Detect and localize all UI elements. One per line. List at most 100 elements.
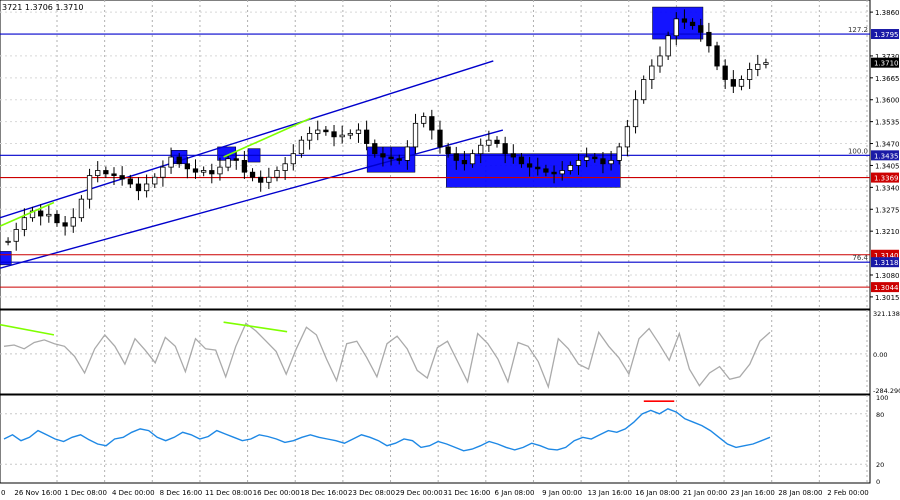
candle-body bbox=[445, 146, 451, 155]
candle-body bbox=[722, 65, 728, 80]
candle-body bbox=[298, 139, 305, 155]
candle-body bbox=[355, 129, 362, 134]
candle-body bbox=[119, 175, 125, 180]
level-price-badge bbox=[871, 249, 899, 260]
candle-body bbox=[184, 163, 190, 170]
time-tick-label: 4 Dec 00:00 bbox=[112, 489, 155, 497]
candle-body bbox=[5, 240, 11, 243]
candle-body bbox=[746, 69, 753, 80]
time-tick-label: 31 Dec 16:00 bbox=[443, 489, 490, 497]
candle-body bbox=[258, 176, 264, 183]
time-tick-label: 16 Jan 08:00 bbox=[635, 489, 679, 497]
candle-body bbox=[127, 178, 133, 185]
time-tick-label-stub: 0 bbox=[1, 489, 5, 497]
candle-body bbox=[21, 217, 28, 230]
level-price-badge bbox=[871, 172, 899, 183]
candle-body bbox=[641, 79, 647, 101]
level-price-badge-text: 1.3044 bbox=[874, 284, 899, 292]
level-price-badge bbox=[871, 257, 899, 268]
level-price-badge bbox=[871, 29, 899, 40]
zone-box bbox=[0, 251, 12, 266]
candle-body bbox=[363, 129, 370, 144]
level-price-badge-text: 1.3795 bbox=[874, 31, 899, 39]
candle-body bbox=[706, 31, 712, 47]
candle-body bbox=[143, 183, 150, 192]
level-price-badge-text: 1.3710 bbox=[874, 60, 899, 68]
rsi-tick-label: 20 bbox=[876, 461, 884, 469]
candle-body bbox=[412, 122, 419, 148]
candle-body bbox=[543, 168, 549, 173]
candle-body bbox=[510, 153, 516, 158]
ohlc-header: 3721 1.3706 1.3710 bbox=[2, 3, 83, 12]
candle-body bbox=[46, 213, 52, 217]
candle-body bbox=[217, 166, 223, 175]
cci-tick-label: -284.290 bbox=[873, 387, 900, 395]
candle-body bbox=[461, 159, 468, 165]
candle-body bbox=[763, 62, 769, 65]
level-label: 100.0 bbox=[848, 147, 868, 155]
candle-body bbox=[689, 21, 696, 26]
time-tick-label: 1 Dec 08:00 bbox=[64, 489, 107, 497]
candle-body bbox=[673, 18, 679, 37]
candle-body bbox=[274, 170, 280, 178]
candle-body bbox=[372, 143, 378, 155]
candle-body bbox=[388, 156, 394, 160]
price-tick-label: 1.3860 bbox=[875, 9, 900, 17]
time-tick-label: 18 Dec 16:00 bbox=[300, 489, 347, 497]
rsi-tick-label: 80 bbox=[876, 411, 884, 419]
level-price-badge-text: 1.3435 bbox=[874, 152, 899, 160]
candle-body bbox=[339, 134, 345, 138]
level-label: 76.4 bbox=[852, 254, 868, 262]
cci-tick-label: 0.00 bbox=[873, 351, 887, 359]
candle-body bbox=[404, 146, 411, 161]
candle-body bbox=[78, 198, 85, 219]
cci-panel-border bbox=[0, 309, 871, 395]
candle-body bbox=[249, 171, 256, 178]
level-price-badge bbox=[871, 150, 899, 161]
rsi-tick-label: 100 bbox=[876, 394, 888, 402]
vertical-grid bbox=[56, 0, 868, 483]
candle-body bbox=[698, 25, 704, 33]
cci-panel bbox=[0, 321, 870, 390]
time-tick-label: 26 Nov 16:00 bbox=[14, 489, 61, 497]
price-tick-label: 1.3340 bbox=[875, 184, 900, 192]
channel-upper-line bbox=[0, 60, 494, 219]
candle-body bbox=[347, 133, 353, 136]
candle-body bbox=[526, 163, 533, 168]
candle-body bbox=[535, 166, 541, 170]
candle-body bbox=[518, 156, 525, 165]
candle-body bbox=[421, 116, 427, 124]
price-tick-label: 1.3730 bbox=[875, 53, 900, 61]
candle-body bbox=[290, 153, 296, 165]
time-tick-label: 23 Dec 08:00 bbox=[348, 489, 395, 497]
candle-body bbox=[95, 170, 101, 176]
zone-box bbox=[446, 153, 621, 188]
rsi-panel-border bbox=[0, 394, 871, 484]
candle-body bbox=[755, 63, 761, 70]
price-tick-label: 1.3275 bbox=[875, 206, 900, 214]
candle-body bbox=[103, 170, 109, 175]
candle-body bbox=[551, 171, 557, 175]
candle-body bbox=[469, 153, 476, 165]
time-tick-label: 6 Jan 08:00 bbox=[495, 489, 535, 497]
candle-body bbox=[29, 210, 36, 219]
candle-body bbox=[486, 139, 492, 146]
time-tick-label: 9 Jan 00:00 bbox=[542, 489, 582, 497]
candle-body bbox=[738, 79, 745, 87]
candle-body bbox=[665, 35, 671, 57]
price-tick-label: 1.3080 bbox=[875, 272, 900, 280]
candle-body bbox=[306, 133, 313, 141]
candle-body bbox=[323, 129, 329, 133]
price-tick-label: 1.3405 bbox=[875, 162, 900, 170]
price-tick-label: 1.3665 bbox=[875, 75, 900, 83]
candle-body bbox=[201, 170, 207, 173]
cci-tick-label: 321.1386 bbox=[873, 310, 900, 318]
level-price-badge-text: 1.3369 bbox=[874, 175, 899, 183]
candle-body bbox=[592, 156, 598, 160]
channel-lower-line bbox=[0, 129, 504, 269]
candle-body bbox=[160, 166, 166, 178]
price-divergence-line bbox=[0, 201, 55, 227]
candle-body bbox=[494, 139, 500, 144]
time-tick-label: 21 Jan 00:00 bbox=[683, 489, 727, 497]
candle-body bbox=[429, 116, 435, 131]
